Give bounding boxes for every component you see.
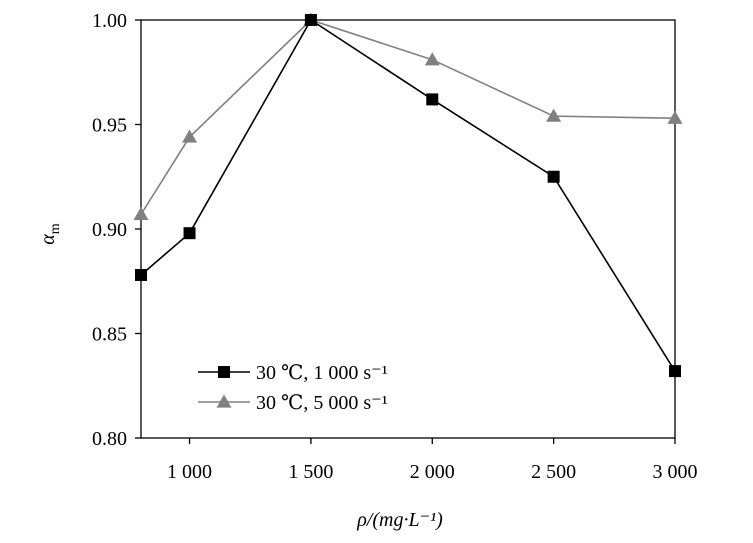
y-axis-title-sub: m [48,223,63,234]
y-tick-label: 0.85 [92,324,127,346]
y-axis-title-main: α [37,234,59,245]
data-point [135,268,147,281]
legend-marker [218,366,230,378]
data-point [133,206,149,220]
y-tick-label: 0.95 [92,115,127,137]
x-tick-label: 2 500 [531,461,576,483]
legend-label: 30 ℃, 5 000 s⁻¹ [256,392,388,414]
legend-label: 30 ℃, 1 000 s⁻¹ [256,362,388,384]
y-axis: 0.80 0.85 0.90 0.95 1.00 [92,10,141,450]
series-line [140,18,676,372]
y-tick-label: 0.80 [92,428,127,450]
x-axis-title: ρ/(mg·L⁻¹) [356,509,443,531]
series-line [140,19,676,215]
y-tick-label: 0.90 [92,219,127,241]
x-tick-label: 3 000 [653,461,698,483]
legend: 30 ℃, 1 000 s⁻¹ 30 ℃, 5 000 s⁻¹ [198,362,388,414]
x-tick-label: 1 000 [167,461,212,483]
data-point [183,227,196,240]
data-point [426,93,439,106]
x-tick-label: 1 500 [288,461,333,483]
data-point [547,170,560,183]
x-tick-label: 2 000 [410,461,455,483]
series-1 [135,14,681,378]
data-point [546,108,562,122]
data-point [182,129,198,143]
data-point [667,110,683,124]
data-point [304,14,317,26]
legend-entry: 30 ℃, 1 000 s⁻¹ [198,362,388,384]
x-axis: 1 000 1 500 2 000 2 500 3 000 [167,438,698,483]
data-point [669,365,681,378]
data-point [424,52,440,66]
y-tick-label: 1.00 [92,10,127,32]
series-2 [133,12,683,220]
legend-entry: 30 ℃, 5 000 s⁻¹ [198,392,388,414]
series-layer [133,12,683,378]
y-axis-title: αm [37,223,63,245]
legend-marker [216,394,232,408]
